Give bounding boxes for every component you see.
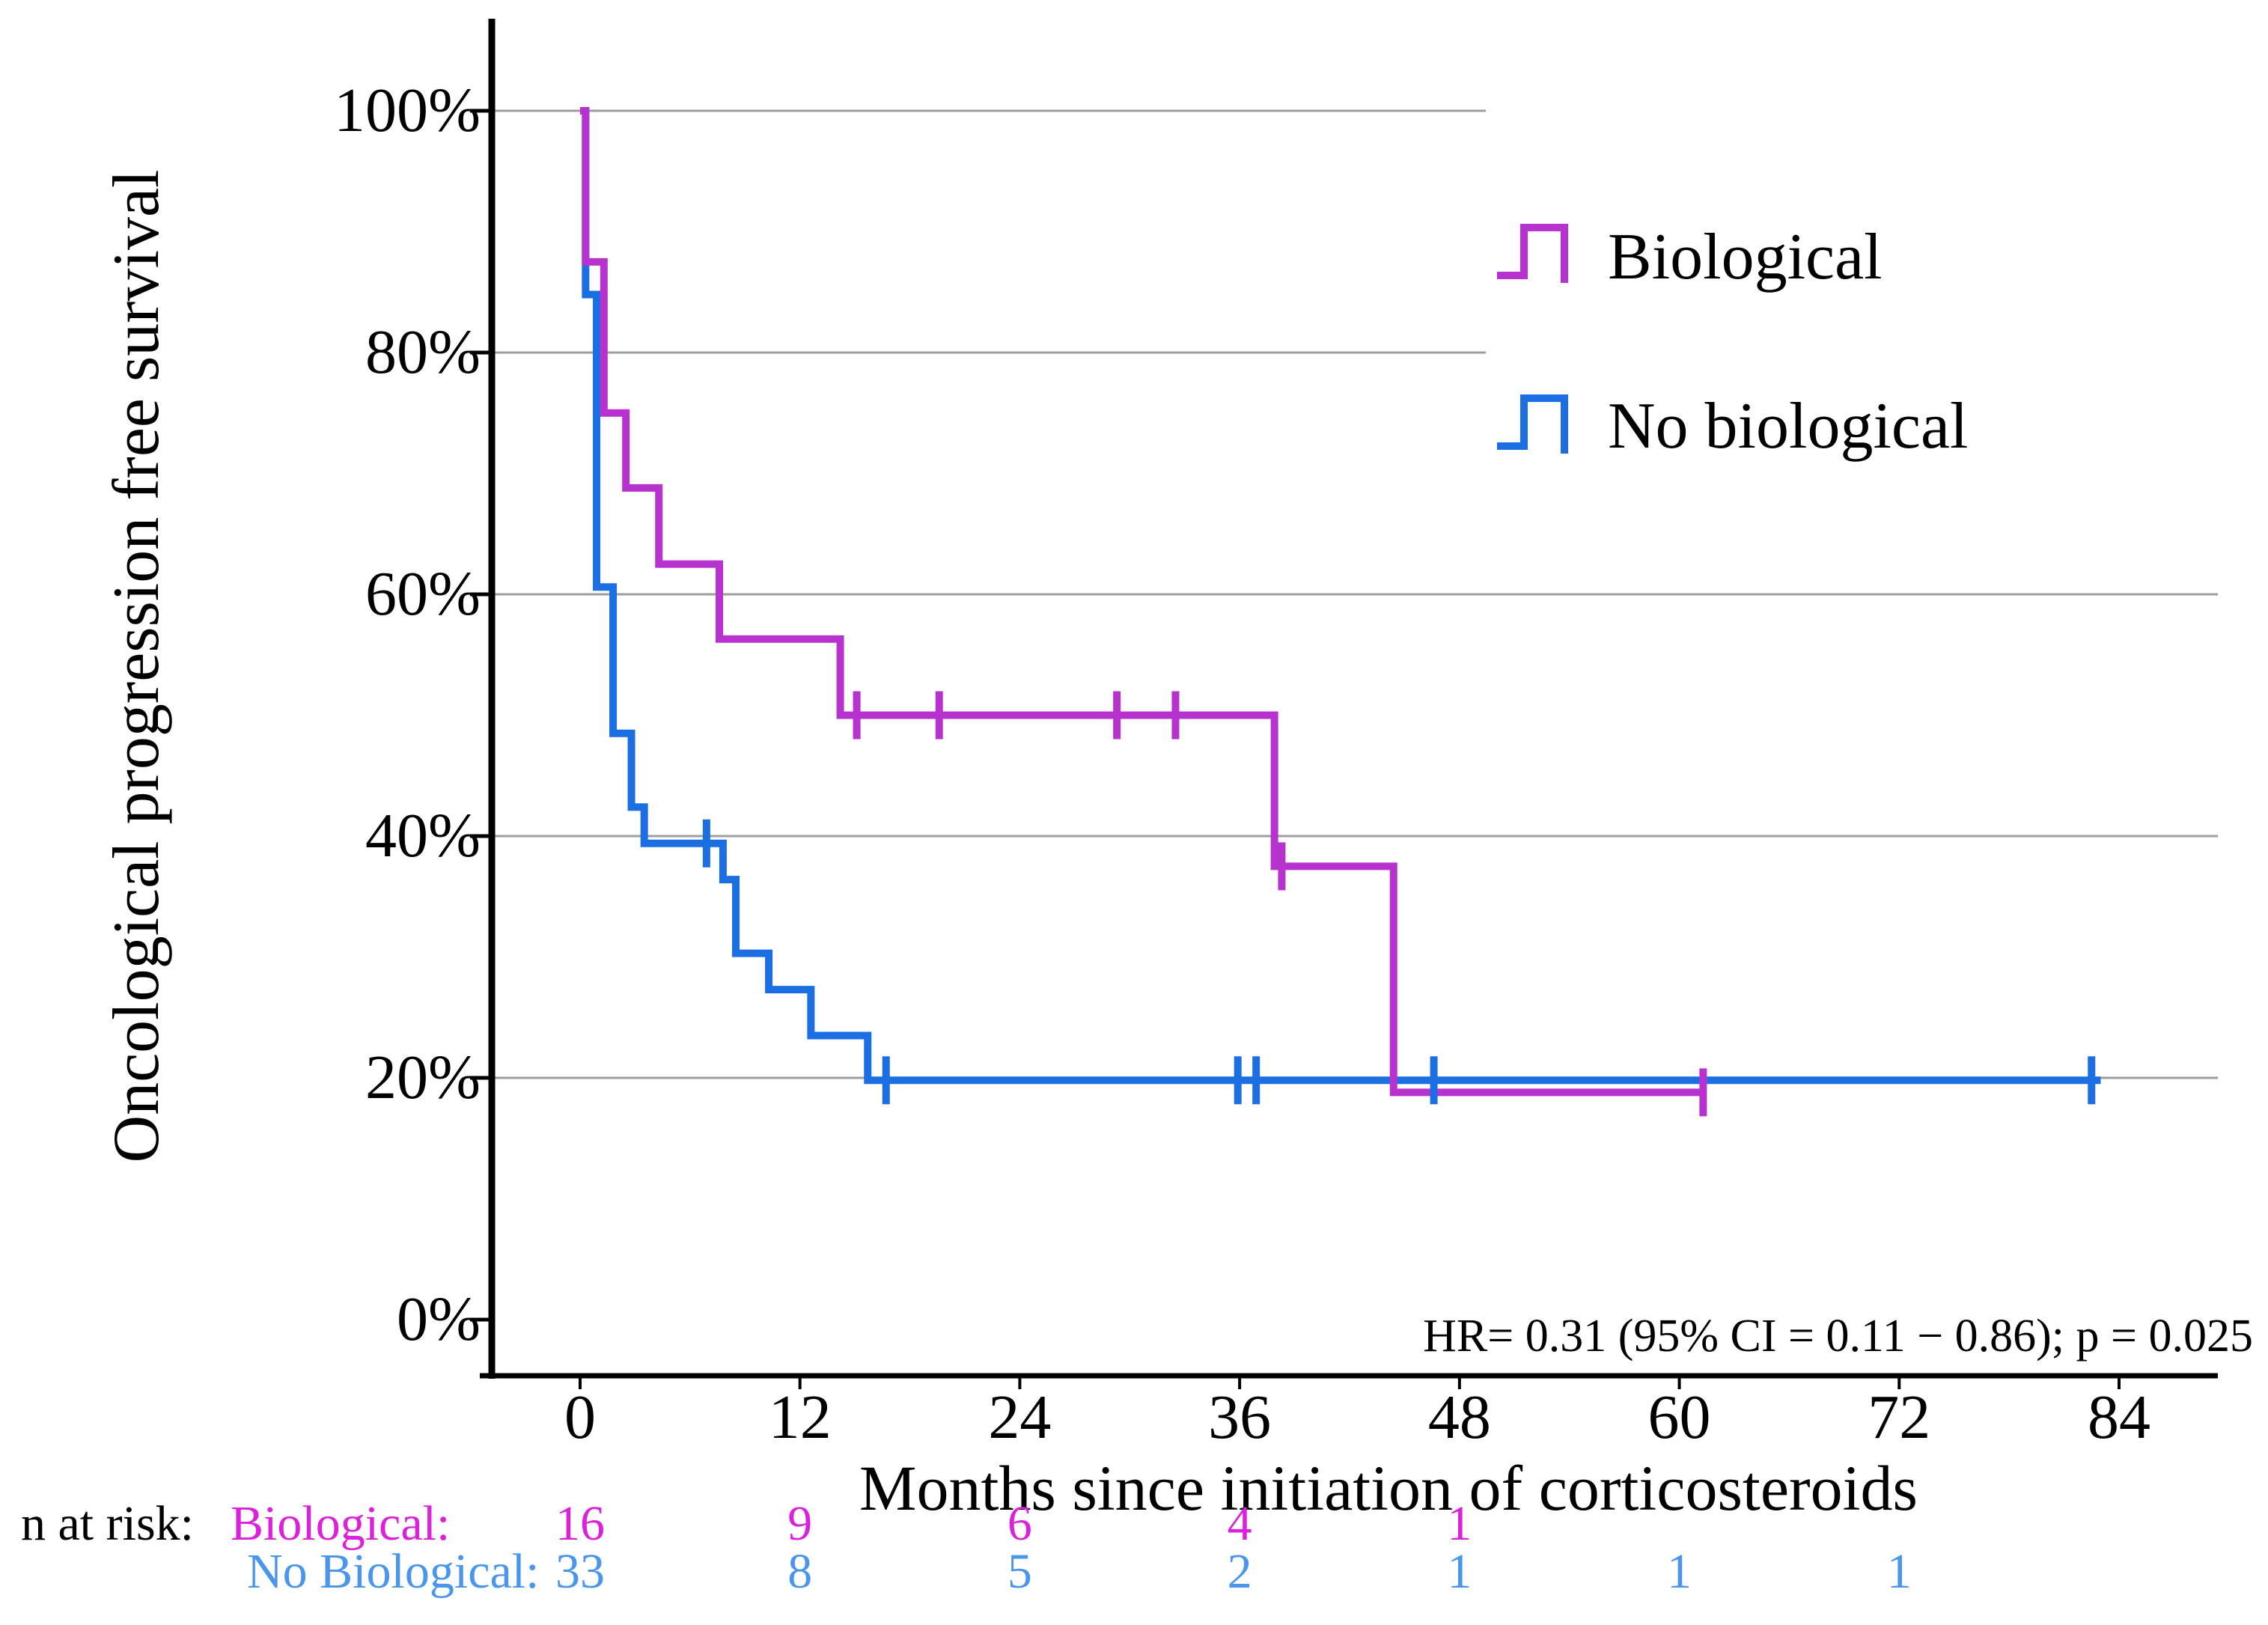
legend-label-biological: Biological [1608,221,1883,293]
x-tick-label-12: 12 [768,1382,832,1452]
axes [470,19,2218,1389]
risk-count-biological-12: 9 [787,1496,813,1551]
y-axis-title: Oncological progression free survival [100,169,173,1163]
x-tick-label-0: 0 [564,1382,596,1452]
risk-count-biological-24: 6 [1007,1496,1032,1551]
legend-step-icon-no-biological [1497,394,1568,454]
legend-step-icon-biological [1497,224,1568,283]
risk-count-no-biological-72: 1 [1886,1544,1912,1599]
risk-count-biological-0: 16 [555,1496,605,1551]
x-tick-label-84: 84 [2087,1382,2150,1452]
risk-count-biological-48: 1 [1447,1496,1472,1551]
survival-curve-biological [580,107,1704,1097]
risk-count-no-biological-12: 8 [787,1544,813,1599]
x-tick-label-48: 48 [1427,1382,1491,1452]
y-tick-label-0: 0% [397,1284,481,1354]
risk-count-biological-36: 4 [1227,1496,1252,1551]
x-tick-label-24: 24 [988,1382,1052,1452]
x-tick-label-36: 36 [1208,1382,1272,1452]
legend-label-no-biological: No biological [1608,390,1969,463]
y-tick-label-60: 60% [365,559,481,629]
y-tick-label-100: 100% [334,76,481,145]
risk-row-label-no-biological: No Biological: [247,1544,540,1599]
risk-row-label-biological: Biological: [231,1496,451,1551]
risk-table-prefix: n at risk: [21,1496,194,1551]
legend-box [1486,86,2268,520]
risk-count-no-biological-36: 2 [1227,1544,1252,1599]
hr-annotation: HR= 0.31 (95% CI = 0.11 − 0.86); p = 0.0… [1423,1311,2253,1362]
risk-count-no-biological-24: 5 [1007,1544,1032,1599]
y-tick-label-20: 20% [365,1043,481,1112]
y-tick-label-40: 40% [365,801,481,871]
survival-curve-no-biological [580,107,2101,1085]
x-axis-title: Months since initiation of corticosteroi… [859,1452,1918,1524]
censor-marks-biological [853,691,1707,1117]
x-tick-label-72: 72 [1868,1382,1931,1452]
censor-marks-no-biological [702,819,2096,1105]
risk-count-no-biological-48: 1 [1447,1544,1472,1599]
risk-count-no-biological-0: 33 [555,1544,605,1599]
x-tick-label-60: 60 [1647,1382,1711,1452]
y-tick-label-80: 80% [365,317,481,387]
risk-count-no-biological-60: 1 [1667,1544,1692,1599]
